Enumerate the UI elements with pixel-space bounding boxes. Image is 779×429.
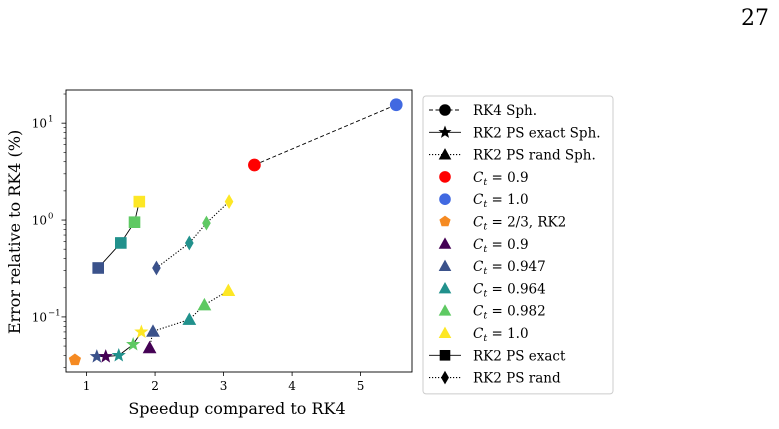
legend-entry-3: RK2 PS rand Sph. <box>429 148 596 164</box>
y-tick-label-3: 10 <box>32 117 47 131</box>
data-point-orange-1 <box>68 353 82 366</box>
axes-frame <box>65 89 413 373</box>
legend-marker-12 <box>439 349 451 361</box>
plot-background <box>66 90 412 372</box>
legend-entry-5: Ct = 1.0 <box>439 192 529 210</box>
series-orange <box>68 353 82 366</box>
legend-marker-4 <box>439 171 451 183</box>
legend-marker-3 <box>438 148 452 160</box>
legend-label-3: RK2 PS rand Sph. <box>473 148 596 164</box>
y-tick-exponent-2: 0 <box>48 212 53 222</box>
data-point-ps-exact-3 <box>128 216 141 229</box>
data-point-ps-exact-4 <box>133 195 146 208</box>
y-axis-label: Error relative to RK4 (%) <box>5 130 24 334</box>
x-tick-label-3: 3 <box>220 379 228 393</box>
data-point-ps-exact-2 <box>115 237 127 249</box>
data-point-ps-rand-sph-1 <box>142 340 157 354</box>
legend-marker-10 <box>438 304 452 316</box>
legend-label-10: Ct = 0.982 <box>473 304 546 322</box>
legend-label-11: Ct = 1.0 <box>473 326 529 344</box>
series-layer <box>68 98 403 366</box>
legend-label-2: RK2 PS exact Sph. <box>473 125 601 141</box>
series-ps-rand-sph <box>142 283 236 354</box>
legend-entry-9: Ct = 0.964 <box>438 281 546 299</box>
data-point-ps-rand-1 <box>152 260 161 276</box>
legend-marker-7 <box>438 237 452 249</box>
data-point-ps-exact-sph-4 <box>126 336 141 351</box>
data-point-ps-exact-1 <box>92 262 105 274</box>
legend-marker-11 <box>438 326 452 338</box>
legend-label-12: RK2 PS exact <box>473 348 566 364</box>
legend-marker-6 <box>439 215 451 227</box>
legend-label-13: RK2 PS rand <box>473 371 561 387</box>
legend-marker-13 <box>441 370 449 385</box>
legend-entry-10: Ct = 0.982 <box>438 304 546 322</box>
series-rk4 <box>248 98 403 172</box>
page-number: 27 <box>741 6 769 31</box>
data-point-rk4-2 <box>389 98 403 112</box>
x-tick-label-5: 5 <box>357 379 365 393</box>
legend-entry-12: RK2 PS exact <box>429 348 566 364</box>
data-point-rk4-1 <box>248 158 261 172</box>
y-tick-label-2: 10 <box>32 214 47 228</box>
legend-entry-11: Ct = 1.0 <box>438 326 529 344</box>
legend-box <box>422 95 614 395</box>
data-point-ps-exact-sph-2 <box>98 349 113 363</box>
legend-label-6: Ct = 2/3, RK2 <box>473 215 566 233</box>
legend-label-7: Ct = 0.9 <box>473 237 529 255</box>
legend-marker-2 <box>438 125 452 138</box>
legend-entry-4: Ct = 0.9 <box>439 170 529 188</box>
data-point-ps-rand-3 <box>202 215 211 231</box>
series-line-ps-rand <box>156 201 230 269</box>
legend-entry-1: RK4 Sph. <box>429 103 537 119</box>
data-point-ps-exact-sph-3 <box>111 348 126 362</box>
series-ps-exact-sph <box>89 324 149 363</box>
legend-marker-9 <box>438 281 452 294</box>
data-point-ps-rand-sph-5 <box>221 283 236 296</box>
legend-label-5: Ct = 1.0 <box>473 192 529 210</box>
data-point-ps-rand-sph-2 <box>146 324 160 337</box>
legend-entry-2: RK2 PS exact Sph. <box>429 125 601 141</box>
series-ps-exact <box>92 195 146 274</box>
legend-label-8: Ct = 0.947 <box>473 259 546 277</box>
legend-marker-1 <box>439 104 451 116</box>
legend-label-9: Ct = 0.964 <box>473 281 546 299</box>
y-tick-exponent-1: −1 <box>48 308 61 318</box>
series-ps-rand <box>152 194 234 276</box>
data-point-ps-rand-2 <box>185 235 194 251</box>
x-axis-label: Speedup compared to RK4 <box>128 399 345 418</box>
plot-area <box>66 90 412 372</box>
legend-entry-7: Ct = 0.9 <box>438 237 529 255</box>
series-line-ps-exact <box>97 201 140 269</box>
legend-entry-6: Ct = 2/3, RK2 <box>439 215 566 233</box>
legend-marker-8 <box>438 259 452 272</box>
y-tick-exponent-3: 1 <box>48 115 53 125</box>
x-tick-label-4: 4 <box>288 379 296 393</box>
data-point-ps-exact-sph-5 <box>134 324 149 338</box>
legend-label-1: RK4 Sph. <box>473 103 537 119</box>
data-point-ps-rand-4 <box>224 194 234 210</box>
x-tick-label-2: 2 <box>151 379 159 393</box>
data-point-ps-rand-sph-4 <box>197 297 212 311</box>
legend-entry-8: Ct = 0.947 <box>438 259 546 277</box>
x-tick-label-1: 1 <box>83 379 91 393</box>
legend: RK4 Sph. RK2 PS exact Sph. RK2 PS rand Sph… <box>422 95 614 395</box>
legend-label-4: Ct = 0.9 <box>473 170 529 188</box>
legend-entry-13: RK2 PS rand <box>429 371 561 387</box>
legend-marker-5 <box>439 193 451 205</box>
data-point-ps-rand-sph-3 <box>182 312 197 325</box>
y-tick-label-1: 10 <box>32 310 47 324</box>
